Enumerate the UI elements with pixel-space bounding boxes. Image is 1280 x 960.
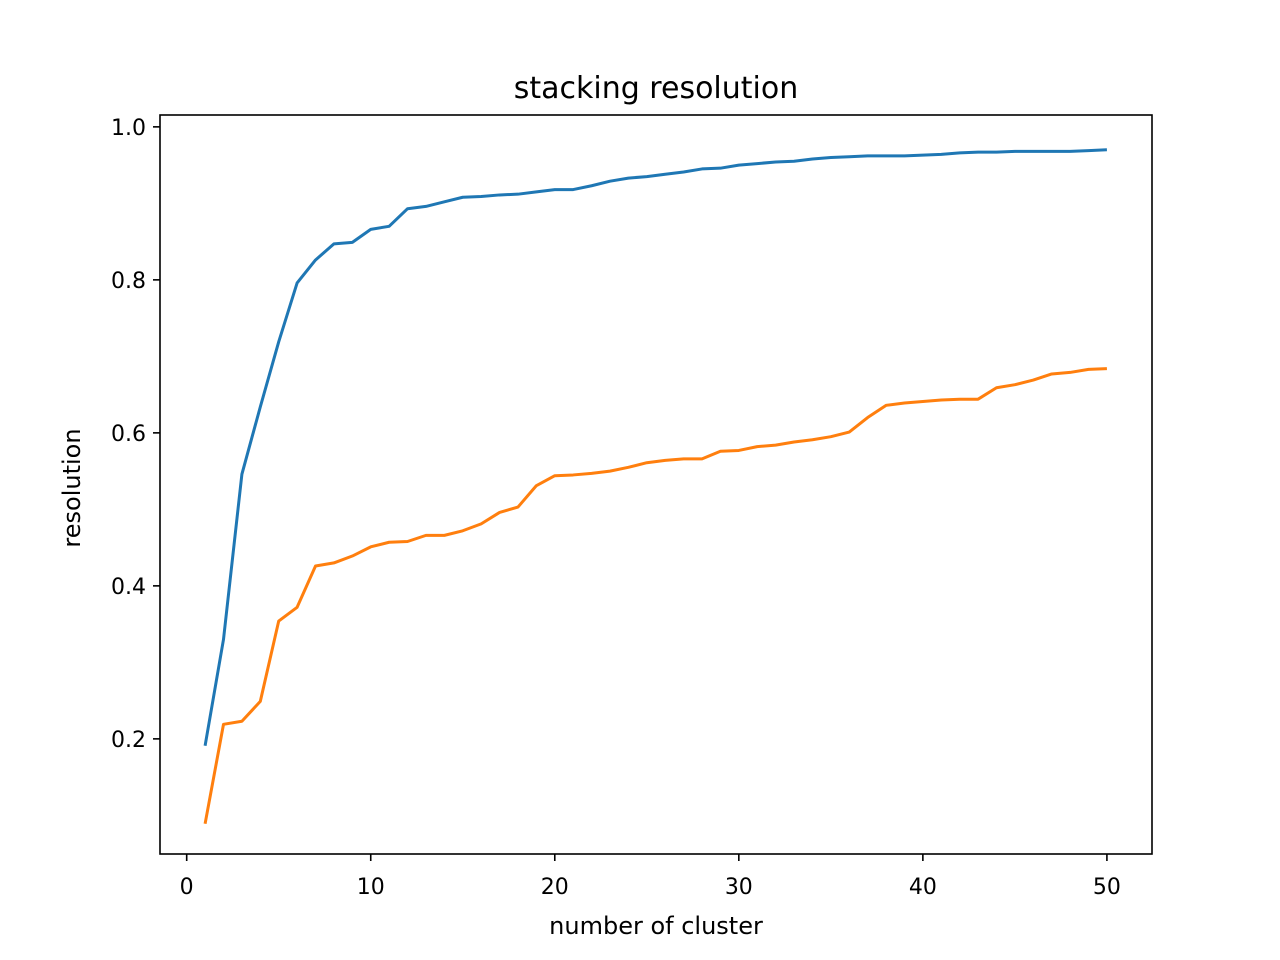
- x-tick-label: 0: [180, 875, 194, 900]
- x-tick-label: 50: [1093, 875, 1121, 900]
- x-tick-label: 20: [541, 875, 569, 900]
- chart-title: stacking resolution: [514, 71, 799, 106]
- y-tick-label: 0.2: [111, 728, 146, 753]
- y-tick-label: 1.0: [111, 116, 146, 141]
- y-tick-label: 0.8: [111, 269, 146, 294]
- series-line-1: [203, 148, 1107, 747]
- x-tick-label: 40: [909, 875, 937, 900]
- x-tick-label: 30: [725, 875, 753, 900]
- series-line-2: [203, 367, 1107, 825]
- y-tick-label: 0.4: [111, 575, 146, 600]
- y-axis-label: resolution: [58, 428, 86, 547]
- series-layer: [203, 148, 1107, 825]
- axes-layer: 0 10 20 30 40 50 0.2 0.4 0.6 0.8 1.0: [111, 116, 1121, 900]
- x-tick-label: 10: [357, 875, 385, 900]
- x-axis-label: number of cluster: [549, 912, 763, 940]
- plot-frame: [159, 114, 1153, 855]
- y-tick-label: 0.6: [111, 422, 146, 447]
